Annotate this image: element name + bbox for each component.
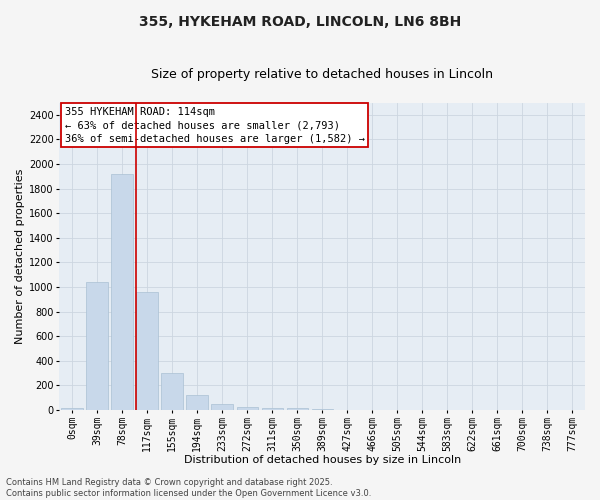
Bar [61,408,83,410]
Bar [86,282,107,410]
Bar [187,396,208,410]
Text: 355, HYKEHAM ROAD, LINCOLN, LN6 8BH: 355, HYKEHAM ROAD, LINCOLN, LN6 8BH [139,15,461,29]
X-axis label: Distribution of detached houses by size in Lincoln: Distribution of detached houses by size … [184,455,461,465]
Text: 355 HYKEHAM ROAD: 114sqm
← 63% of detached houses are smaller (2,793)
36% of sem: 355 HYKEHAM ROAD: 114sqm ← 63% of detach… [65,107,365,144]
Text: Contains HM Land Registry data © Crown copyright and database right 2025.
Contai: Contains HM Land Registry data © Crown c… [6,478,371,498]
Bar [287,408,308,410]
Bar [236,406,258,410]
Bar [112,174,133,410]
Title: Size of property relative to detached houses in Lincoln: Size of property relative to detached ho… [151,68,493,80]
Bar [262,408,283,410]
Bar [136,292,158,410]
Y-axis label: Number of detached properties: Number of detached properties [15,168,25,344]
Bar [161,372,183,410]
Bar [211,404,233,410]
